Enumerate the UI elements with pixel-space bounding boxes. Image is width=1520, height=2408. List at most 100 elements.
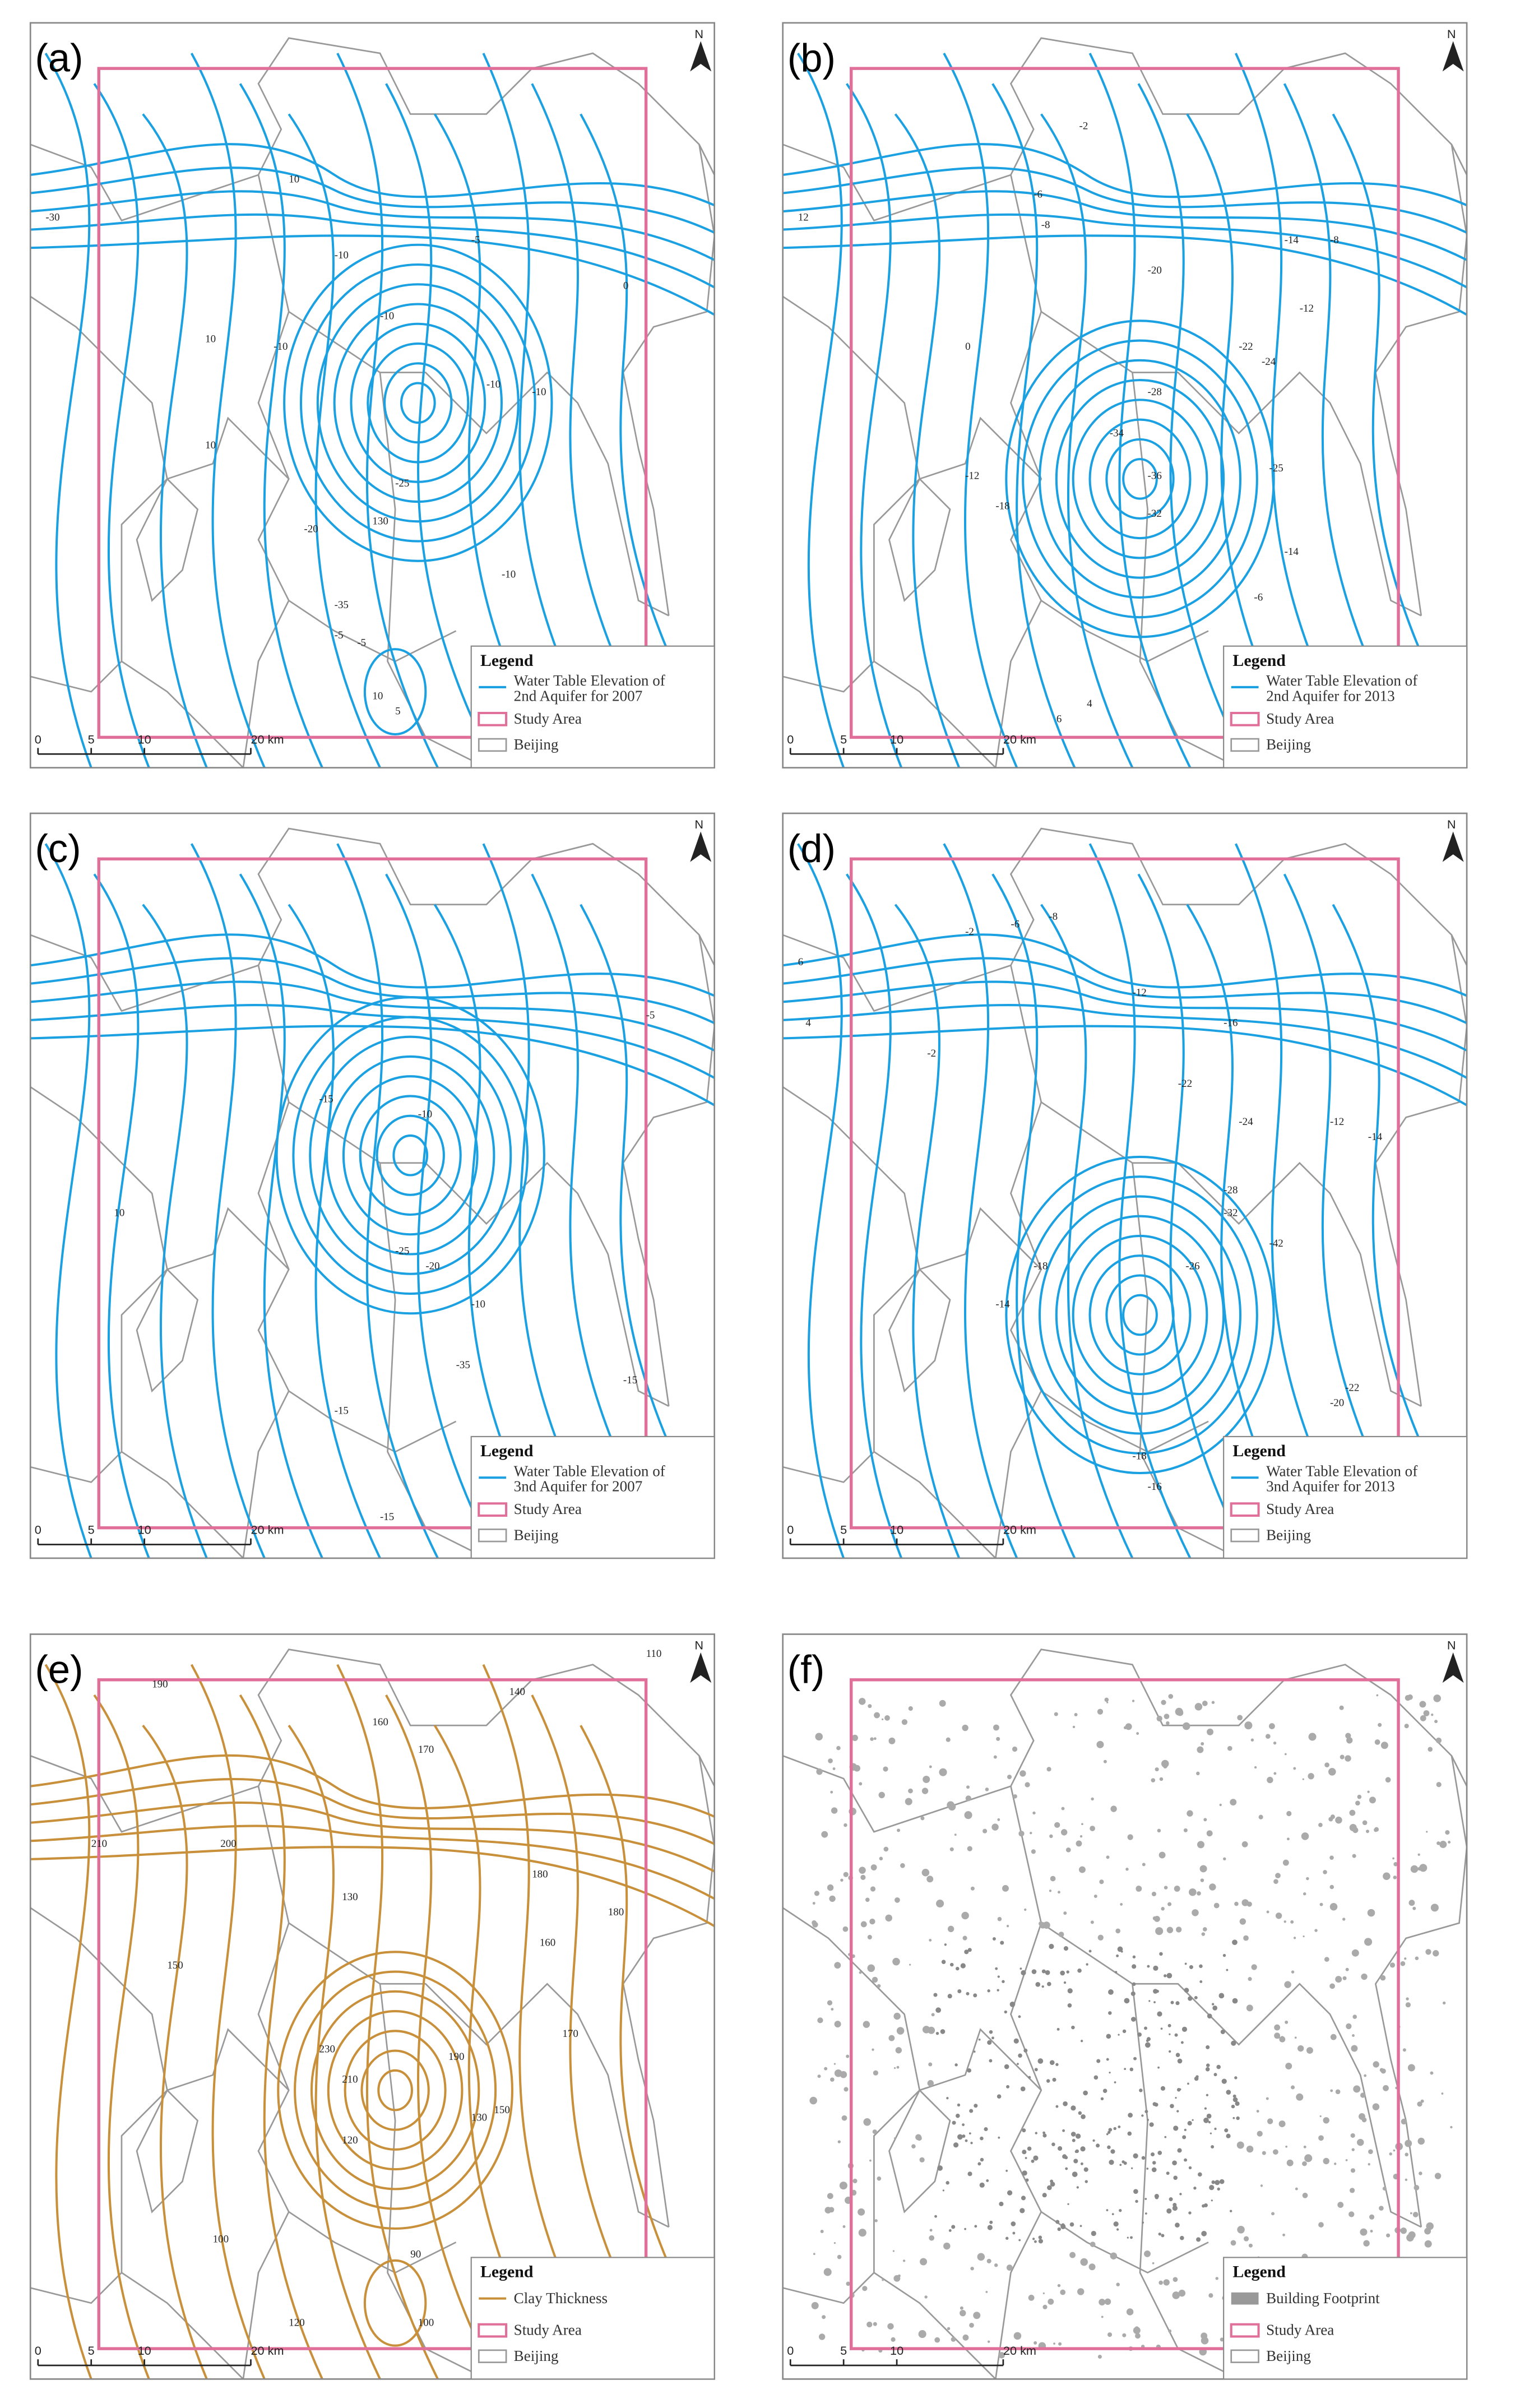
- building: [887, 2323, 894, 2330]
- building: [1223, 1857, 1226, 1861]
- building: [1024, 1908, 1027, 1911]
- building: [1207, 2013, 1212, 2019]
- building: [964, 1811, 972, 1819]
- building: [1160, 2027, 1163, 2030]
- building: [1175, 2097, 1177, 2099]
- building: [1066, 1970, 1069, 1974]
- boundary: [873, 2272, 997, 2379]
- building: [831, 2008, 834, 2011]
- building: [1019, 1770, 1026, 1777]
- building: [1352, 1854, 1356, 1858]
- building: [957, 1989, 962, 1994]
- building: [1006, 2085, 1010, 2089]
- contour: [482, 843, 613, 1558]
- boundary: [379, 1163, 487, 1558]
- contour: [1088, 53, 1192, 768]
- boundary: [242, 965, 290, 1558]
- building: [821, 1831, 828, 1838]
- building: [1219, 1803, 1222, 1807]
- building: [869, 2159, 872, 2162]
- building: [1334, 2162, 1337, 2165]
- building: [987, 2225, 993, 2230]
- building: [1442, 2001, 1446, 2005]
- building: [1050, 1876, 1056, 1882]
- building: [1090, 1826, 1095, 1831]
- building: [1302, 2192, 1308, 2198]
- contour-label: 180: [608, 1906, 624, 1918]
- building: [1170, 2104, 1174, 2109]
- building: [946, 2097, 949, 2100]
- building: [908, 1788, 913, 1794]
- boundary: [242, 1786, 290, 2379]
- building: [1209, 1883, 1216, 1891]
- building: [1106, 2133, 1109, 2136]
- map-body: -2 -6 -8 -12 -16 -22 -24 -12 -14 6 4 -2 -28 -32 -42 -26…: [782, 813, 1467, 1558]
- building: [1080, 2146, 1086, 2152]
- building: [1433, 1950, 1439, 1957]
- boundary: [288, 311, 669, 617]
- north-arrow: [690, 1652, 712, 1683]
- building: [977, 2253, 985, 2261]
- building: [883, 1846, 889, 1852]
- boundary: [121, 660, 244, 768]
- panel-label: (c): [35, 826, 81, 870]
- building: [1278, 2120, 1286, 2127]
- north-label: N: [1447, 817, 1456, 831]
- building: [1142, 2221, 1144, 2224]
- building: [997, 1916, 1002, 1921]
- building: [1135, 2199, 1138, 2203]
- building: [1093, 1895, 1097, 1898]
- contour-label: 150: [167, 1960, 183, 1971]
- building: [1174, 2033, 1178, 2037]
- contour-label: -16: [1148, 1481, 1162, 1493]
- contour: [30, 1824, 715, 1900]
- legend-text: 3nd Aquifer for 2013: [1266, 1478, 1395, 1495]
- building: [1114, 2081, 1116, 2083]
- contour: [1088, 418, 1192, 540]
- contour-label: -2: [927, 1048, 936, 1059]
- building: [1018, 1831, 1025, 1837]
- building: [1206, 2045, 1210, 2049]
- building: [834, 2069, 842, 2077]
- contour: [93, 1694, 150, 2379]
- building: [1132, 1964, 1137, 1969]
- building: [859, 1971, 862, 1974]
- building: [1155, 1767, 1159, 1772]
- building: [1114, 1971, 1118, 1974]
- building: [1433, 1694, 1441, 1702]
- building: [918, 2330, 926, 2338]
- building: [1360, 2092, 1366, 2098]
- building: [1303, 1935, 1305, 1938]
- building: [893, 2067, 896, 2069]
- building: [1351, 2148, 1355, 2151]
- building: [1002, 1884, 1009, 1892]
- boundary: [919, 1207, 1042, 1270]
- building: [1058, 1891, 1060, 1894]
- building: [994, 2263, 998, 2267]
- building: [1080, 2040, 1083, 2043]
- building: [1284, 1753, 1287, 1756]
- building: [908, 1706, 913, 1711]
- building: [970, 1886, 975, 1891]
- building: [843, 1872, 849, 1877]
- building: [1417, 1867, 1421, 1871]
- legend-swatch: [1230, 2349, 1259, 2363]
- contour-label: -25: [395, 1245, 409, 1257]
- building: [1130, 2236, 1133, 2239]
- building: [921, 1868, 930, 1877]
- boundary: [242, 174, 290, 768]
- contour-label: -28: [1148, 386, 1162, 398]
- building: [1370, 2230, 1373, 2233]
- building: [870, 1864, 877, 1870]
- contour: [376, 1114, 445, 1196]
- legend-title: Legend: [1232, 2263, 1286, 2281]
- building: [1173, 2203, 1177, 2207]
- building: [927, 2080, 934, 2087]
- building: [1351, 2045, 1358, 2052]
- building: [1303, 1892, 1306, 1896]
- building: [968, 2132, 971, 2135]
- building: [1392, 1857, 1394, 1860]
- contour-label: 130: [342, 1891, 358, 1903]
- legend-title: Legend: [480, 1442, 534, 1460]
- building: [1297, 2045, 1304, 2052]
